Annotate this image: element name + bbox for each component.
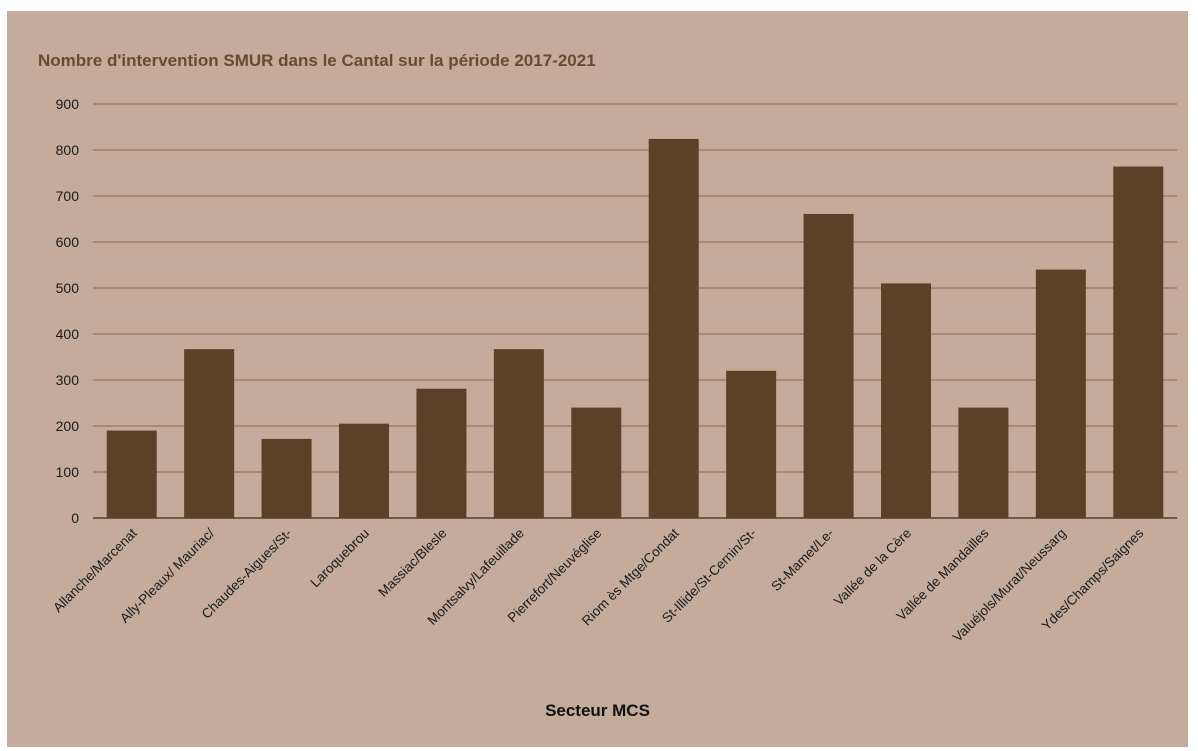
y-axis-ticks: 0 100 200 300 400 500 600 700 800 900	[56, 96, 80, 526]
bar	[1113, 166, 1164, 518]
x-axis-title: Secteur MCS	[545, 701, 650, 720]
y-tick-label: 800	[56, 142, 80, 158]
y-tick-label: 300	[56, 372, 80, 388]
bar	[416, 388, 467, 518]
bar	[1035, 269, 1086, 518]
bar	[958, 407, 1009, 518]
bar	[571, 407, 622, 518]
bar	[261, 438, 312, 518]
bar	[106, 430, 157, 518]
bar-layer	[106, 138, 1164, 518]
y-tick-label: 100	[56, 464, 80, 480]
chart-title: Nombre d'intervention SMUR dans le Canta…	[38, 51, 596, 70]
x-tick-label: St-Mamet/Le-	[768, 526, 836, 594]
y-tick-label: 400	[56, 326, 80, 342]
bar	[803, 213, 854, 518]
y-tick-label: 0	[71, 510, 79, 526]
grid-layer	[93, 103, 1177, 519]
x-tick-label: Laroquebrou	[307, 526, 372, 591]
chart-plot: 0 100 200 300 400 500 600 700 800 900 Allanche/Ma…	[50, 96, 1177, 645]
bar	[648, 138, 699, 518]
bar	[184, 349, 235, 518]
y-tick-label: 900	[56, 96, 80, 112]
y-tick-label: 200	[56, 418, 80, 434]
y-tick-label: 700	[56, 188, 80, 204]
x-tick-label: Vallée de la Cère	[831, 526, 914, 609]
bar	[339, 423, 389, 518]
bar	[726, 370, 777, 518]
y-tick-label: 600	[56, 234, 80, 250]
x-tick-label: Allanche/Marcenat	[50, 525, 140, 615]
x-tick-label: Massiac/Blesle	[375, 526, 449, 600]
bar	[493, 349, 544, 518]
bar	[881, 283, 931, 518]
chart-card: Nombre d'intervention SMUR dans le Canta…	[7, 11, 1188, 747]
y-tick-label: 500	[56, 280, 80, 296]
